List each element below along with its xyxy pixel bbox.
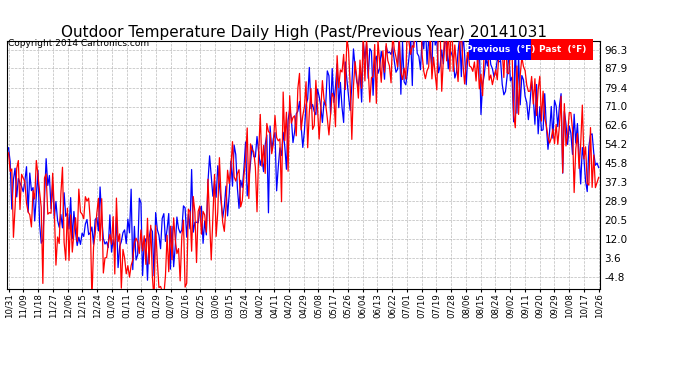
Title: Outdoor Temperature Daily High (Past/Previous Year) 20141031: Outdoor Temperature Daily High (Past/Pre…: [61, 25, 546, 40]
Text: Past  (°F): Past (°F): [539, 45, 586, 54]
Text: Copyright 2014 Cartronics.com: Copyright 2014 Cartronics.com: [8, 39, 150, 48]
Text: Previous  (°F): Previous (°F): [466, 45, 535, 54]
Bar: [469, 39, 531, 60]
Bar: [531, 39, 593, 60]
